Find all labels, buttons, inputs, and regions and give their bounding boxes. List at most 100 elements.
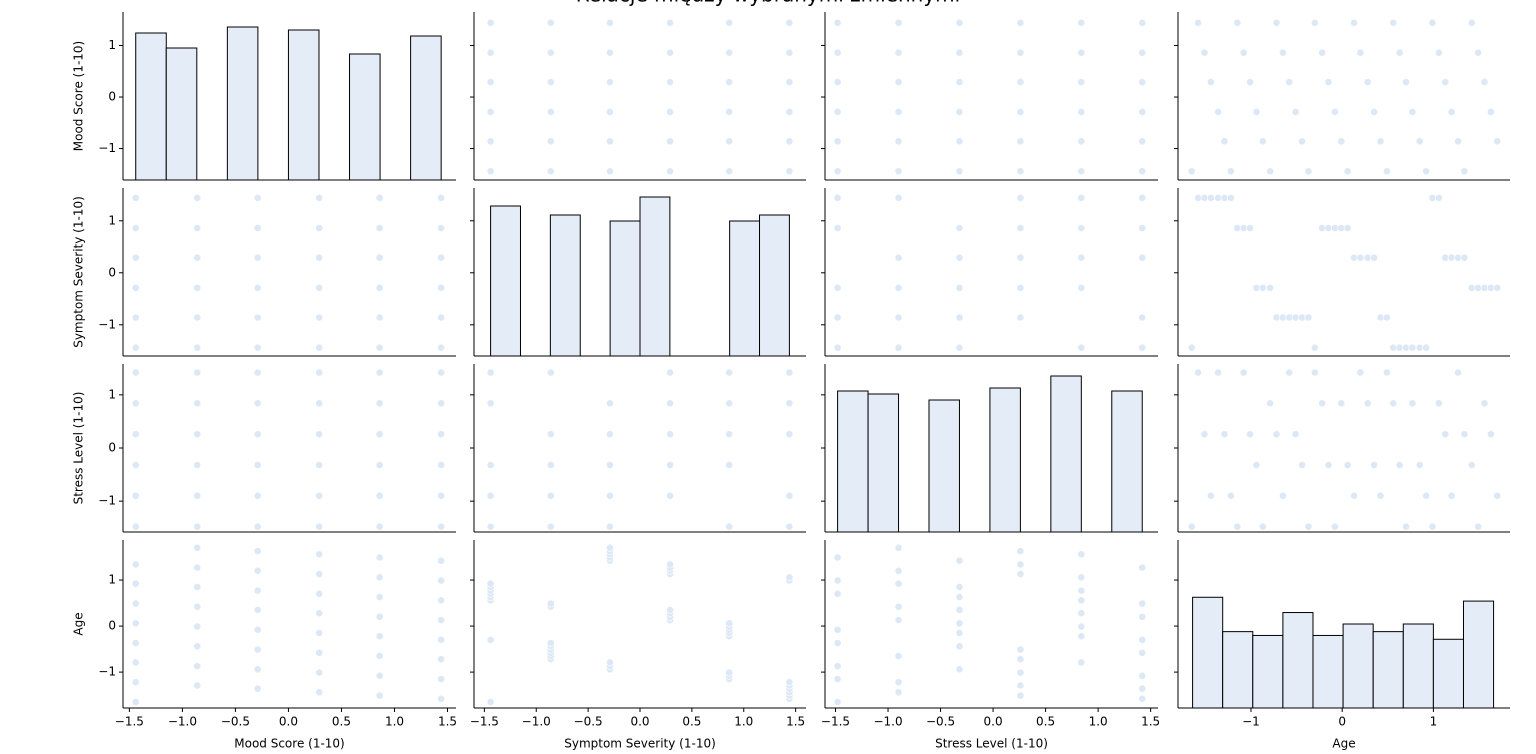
scatter-point — [894, 313, 903, 322]
scatter-point — [955, 137, 964, 146]
scatter-point — [193, 430, 202, 439]
scatter-point — [606, 543, 614, 552]
scatter-point — [955, 556, 964, 565]
scatter-point — [666, 368, 674, 377]
scatter-point — [546, 639, 555, 648]
y-tick-label: 0 — [108, 90, 116, 104]
scatter-point — [666, 108, 674, 116]
scatter-point — [131, 560, 140, 569]
scatter-point — [1138, 18, 1147, 27]
scatter-point — [785, 48, 794, 57]
scatter-point — [437, 224, 446, 232]
hist-bar — [1312, 634, 1344, 709]
scatter-point — [955, 619, 964, 628]
hist-bar — [729, 220, 761, 357]
scatter-point — [725, 368, 734, 377]
scatter-point — [1454, 368, 1462, 377]
scatter-point — [894, 678, 903, 687]
hist-bar — [837, 390, 869, 533]
y-axis-label: Age — [72, 612, 86, 635]
scatter-point — [1016, 108, 1025, 116]
scatter-point — [1239, 48, 1248, 57]
scatter-point — [1138, 193, 1147, 202]
hist-bar — [135, 32, 167, 181]
scatter-point — [437, 491, 446, 500]
scatter-point — [437, 655, 446, 664]
scatter-point — [253, 368, 262, 377]
scatter-point — [833, 167, 842, 176]
y-axis-label: Symptom Severity (1-10) — [72, 196, 86, 348]
scatter-point — [1382, 368, 1391, 377]
scatter-point — [833, 283, 842, 292]
scatter-point — [1415, 137, 1424, 146]
scatter-point — [546, 48, 555, 57]
scatter-point — [1227, 193, 1235, 202]
scatter-point — [486, 108, 495, 116]
scatter-point — [253, 283, 262, 292]
scatter-point — [315, 224, 324, 232]
scatter-point — [1356, 253, 1365, 262]
y-axis-label: Mood Score (1-10) — [72, 41, 86, 152]
scatter-point — [606, 399, 614, 408]
x-tick-label: 0 — [1338, 715, 1346, 729]
scatter-point — [894, 543, 903, 552]
scatter-point — [486, 635, 495, 644]
scatter-point — [894, 193, 903, 202]
scatter-point — [437, 193, 446, 202]
panel: −1 0 1 Age — [1174, 540, 1510, 751]
scatter-point — [253, 606, 262, 614]
scatter-point — [785, 167, 794, 176]
scatter-point — [666, 167, 674, 176]
scatter-point — [894, 579, 903, 588]
scatter-point — [666, 461, 674, 469]
scatter-point — [1138, 167, 1147, 176]
scatter-point — [785, 573, 794, 582]
scatter-point — [1310, 18, 1319, 27]
scatter-point — [833, 662, 842, 671]
scatter-point — [131, 368, 140, 377]
scatter-point — [1389, 399, 1398, 408]
scatter-point — [375, 652, 384, 660]
scatter-point — [1206, 491, 1215, 500]
scatter-point — [955, 343, 964, 352]
scatter-point — [315, 570, 324, 578]
scatter-point — [955, 593, 964, 601]
scatter-point — [1350, 18, 1358, 27]
scatter-point — [315, 461, 324, 469]
scatter-point — [375, 461, 384, 469]
scatter-point — [955, 642, 964, 651]
chart-title: Relacje między wybranymi zmiennymi — [576, 0, 960, 7]
scatter-point — [833, 675, 842, 683]
scatter-point — [253, 253, 262, 262]
scatter-point — [955, 48, 964, 57]
scatter-point — [1304, 167, 1313, 176]
scatter-point — [375, 430, 384, 439]
scatter-point — [375, 671, 384, 680]
scatter-point — [1138, 671, 1147, 680]
scatter-point — [253, 586, 262, 595]
scatter-point — [1428, 522, 1437, 531]
scatter-point — [315, 648, 324, 657]
scatter-point — [193, 662, 202, 671]
scatter-point — [1200, 430, 1209, 439]
scatter-point — [894, 283, 903, 292]
hist-bar — [989, 387, 1021, 533]
x-tick-label: −1.0 — [168, 715, 197, 729]
scatter-point — [437, 343, 446, 352]
hist-bar — [1252, 634, 1284, 709]
scatter-point — [1408, 399, 1417, 408]
scatter-point — [1016, 18, 1025, 27]
scatter-point — [375, 593, 384, 601]
y-tick-label: −1 — [98, 494, 116, 508]
scatter-point — [1138, 694, 1147, 703]
scatter-point — [1077, 609, 1086, 618]
scatter-point — [1304, 522, 1313, 531]
hist-bar — [759, 214, 790, 357]
scatter-point — [486, 78, 495, 86]
scatter-point — [193, 583, 202, 591]
scatter-point — [1138, 684, 1147, 693]
scatter-point — [131, 491, 140, 500]
scatter-point — [1363, 78, 1372, 86]
scatter-point — [486, 137, 495, 146]
